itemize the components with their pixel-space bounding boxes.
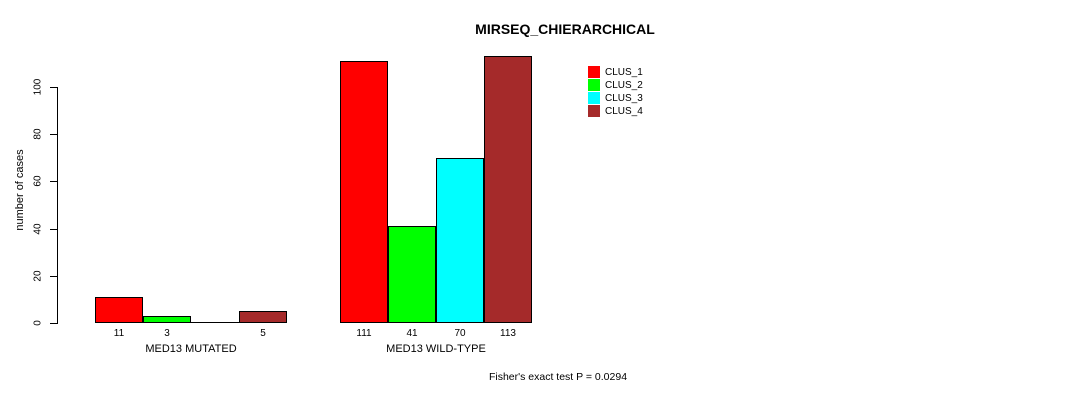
y-axis-line — [57, 87, 58, 324]
y-tick-label: 0 — [32, 320, 44, 326]
y-axis-tick — [50, 181, 57, 182]
legend-swatch-clus_4 — [588, 105, 600, 117]
chart-title: MIRSEQ_CHIERARCHICAL — [475, 21, 655, 37]
y-axis-tick — [50, 87, 57, 88]
bar-clus_4-group1 — [484, 56, 532, 323]
bar-value-label: 5 — [260, 328, 266, 339]
legend-label-clus_2: CLUS_2 — [605, 79, 643, 91]
y-tick-label: 40 — [32, 223, 44, 235]
legend-label-clus_1: CLUS_1 — [605, 66, 643, 78]
bar-clus_3-group0 — [191, 322, 239, 323]
x-axis-group-label: MED13 WILD-TYPE — [386, 343, 486, 355]
bar-clus_1-group1 — [340, 61, 388, 323]
bar-value-label: 113 — [500, 328, 516, 339]
bar-clus_2-group0 — [143, 316, 191, 323]
bar-clus_3-group1 — [436, 158, 484, 323]
legend-swatch-clus_1 — [588, 66, 600, 78]
bar-value-label: 11 — [113, 328, 125, 339]
y-axis-label: number of cases — [14, 149, 26, 231]
bar-value-label: 41 — [406, 328, 418, 339]
legend-label-clus_3: CLUS_3 — [605, 92, 643, 104]
y-tick-label: 100 — [32, 78, 44, 96]
y-axis-tick — [50, 229, 57, 230]
bar-clus_1-group0 — [95, 297, 143, 323]
bar-value-label: 111 — [356, 328, 372, 339]
y-tick-label: 80 — [32, 128, 44, 140]
y-tick-label: 60 — [32, 175, 44, 187]
legend-swatch-clus_3 — [588, 92, 600, 104]
bar-clus_2-group1 — [388, 226, 436, 323]
annotation-text: Fisher's exact test P = 0.0294 — [488, 371, 628, 383]
y-axis-tick — [50, 323, 57, 324]
x-axis-group-label: MED13 MUTATED — [145, 343, 237, 355]
y-axis-tick — [50, 276, 57, 277]
bar-value-label: 3 — [164, 328, 170, 339]
bar-value-label: 70 — [454, 328, 466, 339]
bar-clus_4-group0 — [239, 311, 287, 323]
y-axis-tick — [50, 134, 57, 135]
legend-swatch-clus_2 — [588, 79, 600, 91]
y-tick-label: 20 — [32, 270, 44, 282]
legend-label-clus_4: CLUS_4 — [605, 105, 643, 117]
